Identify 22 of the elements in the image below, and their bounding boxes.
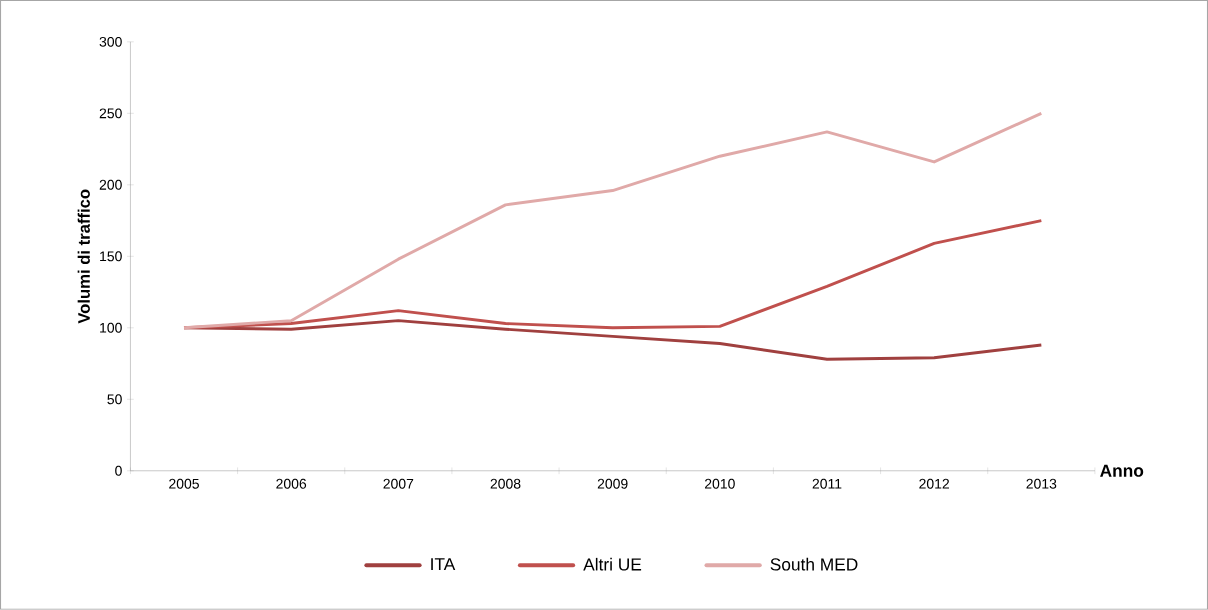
x-tick-label: 2011 <box>812 478 842 489</box>
legend-label: ITA <box>431 558 456 571</box>
y-tick-label: 150 <box>100 251 122 262</box>
legend-label: Altri UE <box>583 557 642 571</box>
y-axis-title: Volumi di traffico <box>77 189 90 324</box>
y-tick-label: 250 <box>99 108 122 119</box>
x-tick-label: 2008 <box>490 478 521 489</box>
y-tick-label: 300 <box>99 36 122 47</box>
x-tick-label: 2009 <box>597 478 628 489</box>
y-tick-label: 200 <box>99 179 122 190</box>
x-tick-label: 2012 <box>919 478 949 489</box>
y-tick-label: 0 <box>115 465 122 476</box>
x-tick-label: 2005 <box>169 478 199 489</box>
line-series <box>182 111 1043 330</box>
legend-label: South MED <box>770 557 858 571</box>
x-tick-label: 2010 <box>704 478 735 489</box>
x-tick-label: 2013 <box>1026 478 1057 489</box>
x-axis-title: Anno <box>1100 464 1144 477</box>
x-tick-label: 2007 <box>383 478 414 489</box>
y-tick-label: 50 <box>107 394 122 405</box>
y-tick-label: 100 <box>100 322 122 333</box>
x-tick-label: 2006 <box>276 478 307 489</box>
